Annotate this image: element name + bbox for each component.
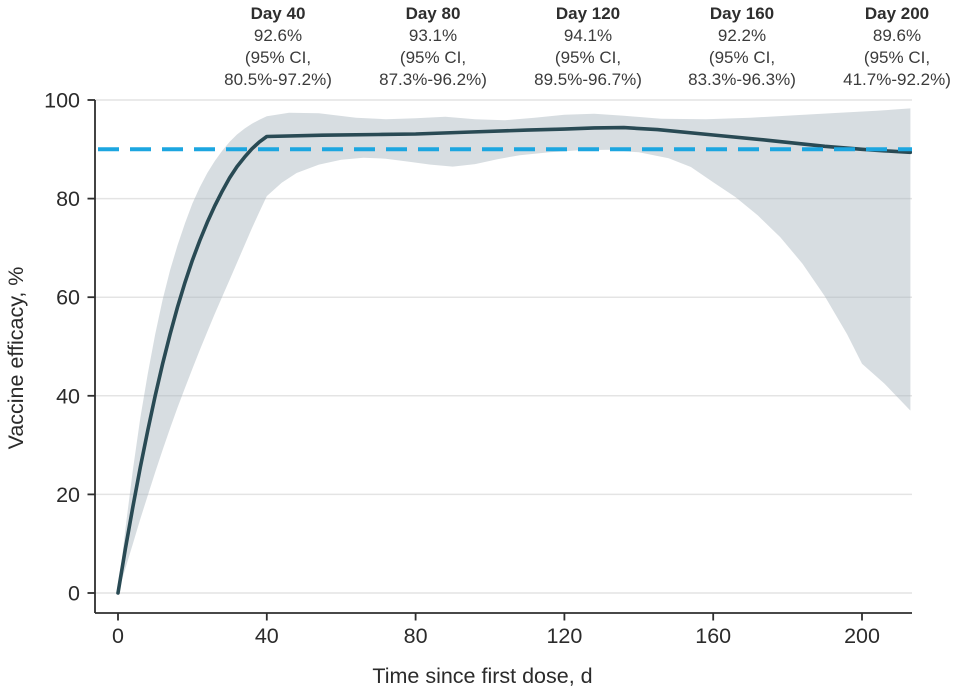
ci-band-area [118, 108, 911, 594]
efficacy-curve [116, 125, 912, 595]
gridlines [95, 99, 912, 594]
estimate-annotation-day160: Day 160 92.2% (95% CI, 83.3%-96.3%) [677, 3, 807, 91]
annotation-ci-range: 89.5%-96.7%) [534, 70, 642, 89]
x-tick-label-200: 200 [844, 624, 880, 648]
estimate-annotation-day200: Day 200 89.6% (95% CI, 41.7%-92.2%) [832, 3, 962, 91]
annotation-ci-prefix: (95% CI, [244, 48, 312, 67]
annotation-value: 92.6% [253, 26, 303, 45]
x-axis-title: Time since first dose, d [372, 664, 593, 688]
annotation-ci-range: 80.5%-97.2%) [224, 70, 332, 89]
annotation-ci-prefix: (95% CI, [399, 48, 467, 67]
estimate-annotation-day120: Day 120 94.1% (95% CI, 89.5%-96.7%) [523, 3, 653, 91]
annotation-ci-range: 83.3%-96.3%) [688, 70, 796, 89]
y-tick-label-0: 0 [68, 582, 80, 606]
confidence-band [118, 108, 911, 594]
x-tick-label-160: 160 [695, 624, 731, 648]
estimate-annotation-day80: Day 80 93.1% (95% CI, 87.3%-96.2%) [368, 3, 498, 91]
y-axis-ticks: 0 20 40 60 80 100 [44, 89, 95, 606]
x-tick-label-80: 80 [404, 624, 428, 648]
efficacy-line [116, 125, 912, 595]
annotation-value: 93.1% [408, 26, 458, 45]
annotation-value: 94.1% [563, 26, 613, 45]
annotation-value: 92.2% [717, 26, 767, 45]
annotation-day-label: Day 160 [709, 4, 775, 23]
x-axis-ticks: 0 40 80 120 160 200 [112, 613, 880, 648]
y-tick-label-20: 20 [56, 483, 80, 507]
annotation-day-label: Day 40 [250, 4, 306, 23]
annotation-ci-prefix: (95% CI, [554, 48, 622, 67]
axes [94, 100, 912, 614]
y-tick-label-40: 40 [56, 384, 80, 408]
x-tick-label-0: 0 [112, 624, 124, 648]
annotation-ci-range: 41.7%-92.2%) [843, 70, 951, 89]
y-tick-label-80: 80 [56, 187, 80, 211]
annotation-day-label: Day 80 [405, 4, 461, 23]
annotation-value: 89.6% [872, 26, 922, 45]
y-tick-label-60: 60 [56, 286, 80, 310]
annotation-ci-range: 87.3%-96.2%) [379, 70, 487, 89]
x-tick-label-40: 40 [255, 624, 279, 648]
x-tick-label-120: 120 [546, 624, 582, 648]
annotation-day-label: Day 120 [555, 4, 621, 23]
annotation-ci-prefix: (95% CI, [863, 48, 931, 67]
annotation-day-label: Day 200 [864, 4, 930, 23]
estimate-annotation-day40: Day 40 92.6% (95% CI, 80.5%-97.2%) [213, 3, 343, 91]
annotation-ci-prefix: (95% CI, [708, 48, 776, 67]
y-tick-label-100: 100 [44, 89, 80, 113]
y-axis-title: Vaccine efficacy, % [4, 266, 28, 450]
